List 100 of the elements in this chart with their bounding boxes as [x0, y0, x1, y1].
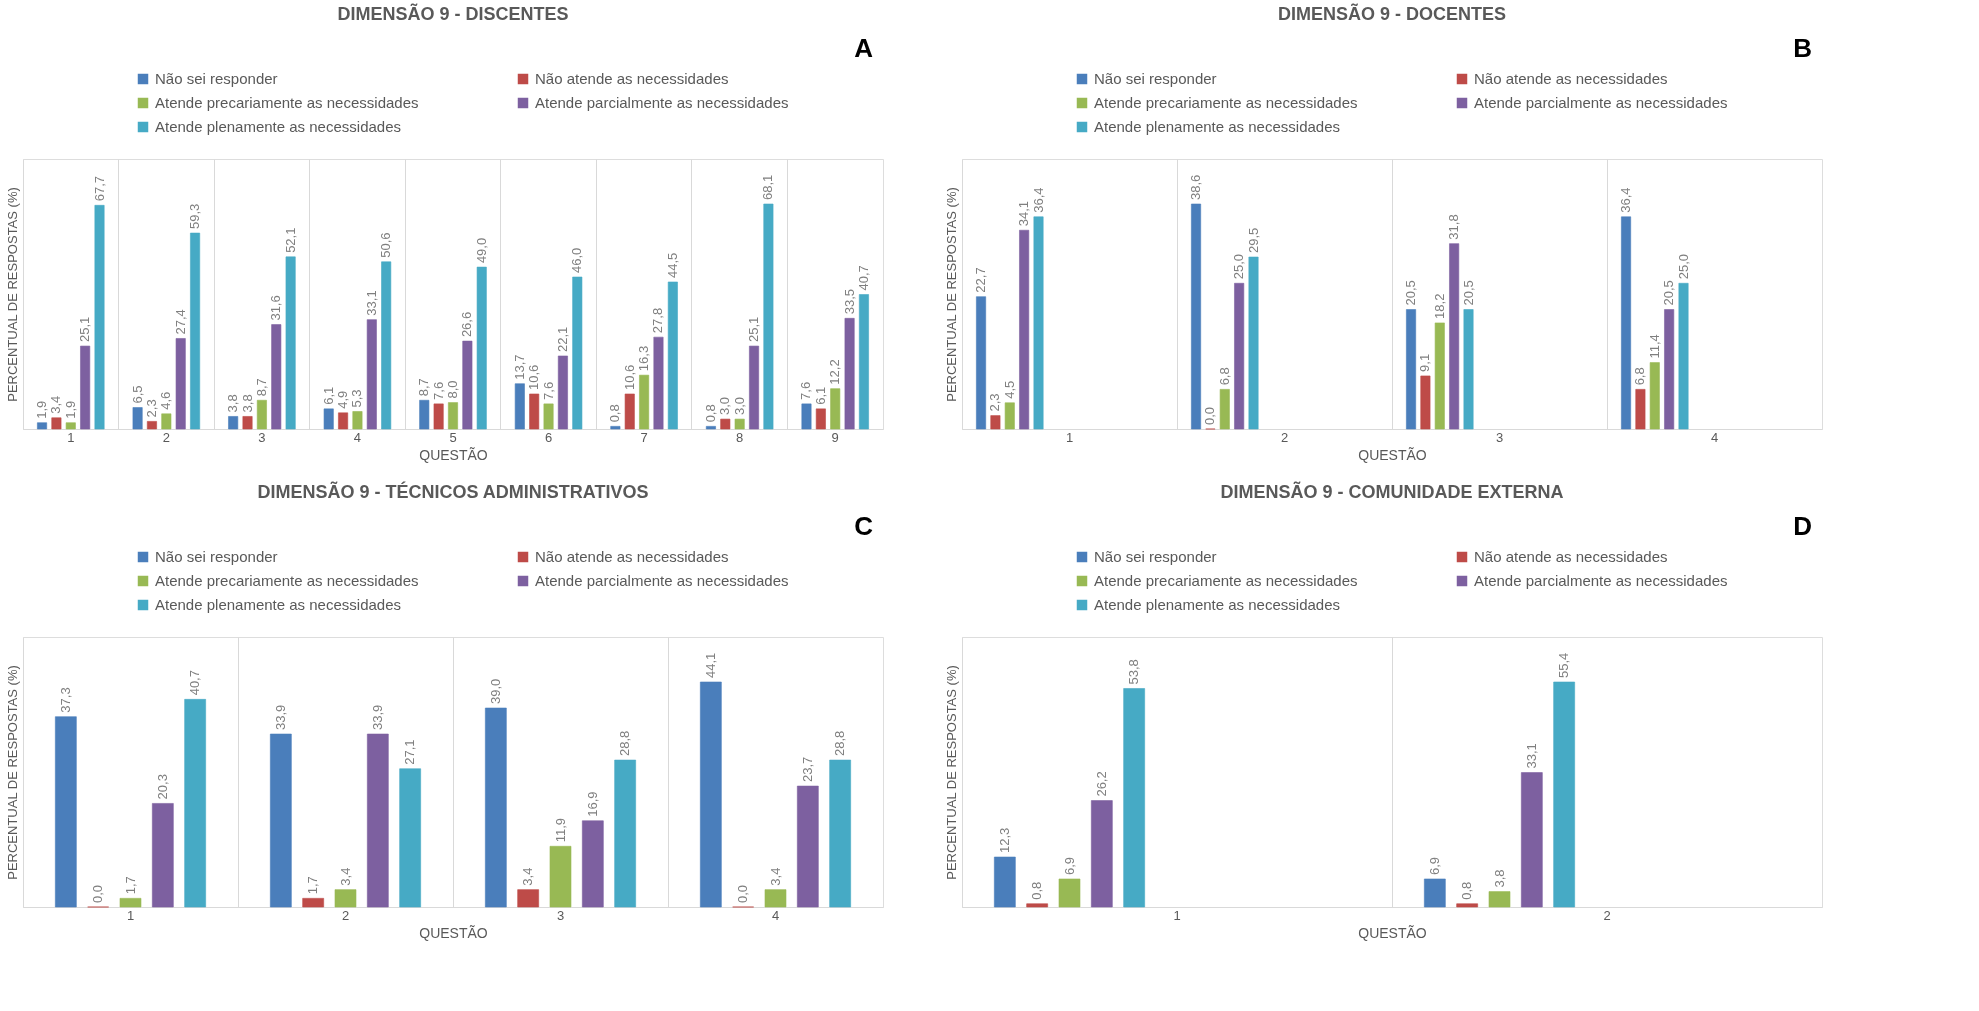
bar: [844, 318, 855, 430]
bar: [338, 412, 349, 430]
bar: [462, 340, 473, 430]
data-label: 12,3: [996, 827, 1012, 854]
data-label: 4,5: [1001, 380, 1017, 399]
bar: [639, 374, 650, 430]
bar: [367, 733, 389, 908]
data-label: 59,3: [187, 203, 203, 230]
bar: [1219, 389, 1230, 430]
bar: [1463, 309, 1474, 430]
data-label: 25,1: [746, 316, 762, 343]
bar: [1248, 256, 1259, 430]
data-label: 8,0: [445, 380, 460, 399]
data-label: 6,8: [1216, 367, 1232, 386]
bar: [1424, 878, 1446, 908]
data-label: 4,9: [335, 390, 351, 409]
bar: [228, 416, 239, 430]
data-label: 34,1: [1016, 200, 1032, 227]
bar: [381, 261, 392, 430]
legend-label: Atende parcialmente as necessidades: [1474, 94, 1728, 111]
bar: [323, 408, 334, 430]
legend-label: Não atende as necessidades: [1474, 70, 1668, 87]
data-label: 18,2: [1431, 293, 1447, 319]
data-label: 20,5: [1403, 280, 1419, 306]
x-tick-label: 5: [449, 429, 457, 445]
data-label: 28,8: [832, 730, 848, 757]
bar: [271, 324, 282, 430]
chart-title: DIMENSÃO 9 - DISCENTES: [337, 3, 569, 24]
bar: [1004, 402, 1015, 430]
x-tick-label: 2: [341, 907, 350, 923]
data-label: 39,0: [487, 678, 503, 705]
x-tick-label: 3: [1495, 429, 1504, 445]
data-label: 46,0: [569, 247, 585, 274]
bar: [667, 281, 678, 430]
x-tick-label: 8: [736, 429, 744, 445]
bar: [734, 418, 745, 430]
legend-label: Atende precariamente as necessidades: [1094, 572, 1358, 589]
bar: [1621, 216, 1632, 430]
bar: [543, 403, 554, 430]
bar: [1191, 203, 1202, 430]
x-axis-title: QUESTÃO: [419, 446, 488, 463]
bar: [433, 403, 444, 430]
bar: [146, 421, 157, 430]
legend-label: Atende parcialmente as necessidades: [1474, 572, 1728, 589]
data-label: 8,7: [253, 378, 269, 397]
chart-title: DIMENSÃO 9 - COMUNIDADE EXTERNA: [1220, 481, 1564, 502]
data-label: 20,5: [1661, 280, 1677, 306]
data-label: 27,1: [402, 739, 418, 765]
data-label: 2,3: [143, 399, 159, 418]
bar: [334, 889, 357, 908]
legend-label: Não sei responder: [155, 70, 278, 87]
data-label: 20,3: [154, 774, 170, 800]
data-label: 22,7: [973, 267, 989, 293]
bar: [749, 345, 760, 430]
bar: [582, 820, 604, 908]
data-label: 7,6: [430, 381, 446, 400]
x-tick-label: 1: [67, 429, 75, 445]
data-label: 8,7: [416, 378, 432, 397]
y-axis-title: PERCENTUAL DE RESPOSTAS (%): [4, 665, 20, 880]
data-label: 33,1: [363, 290, 379, 316]
data-label: 9,1: [1417, 353, 1433, 372]
data-label: 29,5: [1245, 227, 1261, 254]
bar: [1553, 681, 1575, 908]
bar: [132, 407, 143, 430]
bar: [1420, 375, 1431, 430]
data-label: 22,1: [554, 326, 570, 352]
x-tick-label: 3: [258, 429, 266, 445]
x-axis-title: QUESTÃO: [1358, 446, 1427, 463]
bar: [37, 422, 48, 430]
data-label: 36,4: [1618, 187, 1634, 213]
bar: [366, 319, 377, 430]
bar: [653, 336, 664, 430]
bar: [1406, 309, 1417, 430]
data-label: 0,8: [702, 404, 718, 423]
data-label: 10,6: [526, 364, 542, 390]
legend-label: Atende plenamente as necessidades: [1094, 596, 1341, 613]
data-label: 20,5: [1460, 280, 1476, 306]
bar: [797, 785, 819, 908]
data-label: 3,8: [225, 394, 241, 413]
bar: [1635, 389, 1646, 430]
bar: [1449, 243, 1460, 430]
data-label: 27,8: [650, 307, 666, 334]
data-label: 10,6: [621, 364, 637, 390]
bar: [65, 422, 76, 430]
data-label: 68,1: [760, 174, 776, 200]
data-label: 38,6: [1188, 174, 1204, 200]
data-label: 36,4: [1030, 187, 1046, 213]
data-label: 40,7: [187, 670, 203, 696]
bar: [763, 203, 774, 430]
x-tick-label: 4: [771, 907, 780, 923]
bar: [624, 393, 635, 430]
bar: [801, 403, 812, 430]
legend-label: Atende parcialmente as necessidades: [535, 572, 789, 589]
bar: [610, 426, 621, 430]
data-label: 2,3: [987, 393, 1003, 412]
data-label: 50,6: [378, 232, 394, 258]
x-axis-title: QUESTÃO: [419, 924, 488, 941]
chart-title: DIMENSÃO 9 - TÉCNICOS ADMINISTRATIVOS: [257, 481, 649, 502]
bar: [1019, 229, 1030, 430]
bar: [1026, 903, 1048, 908]
